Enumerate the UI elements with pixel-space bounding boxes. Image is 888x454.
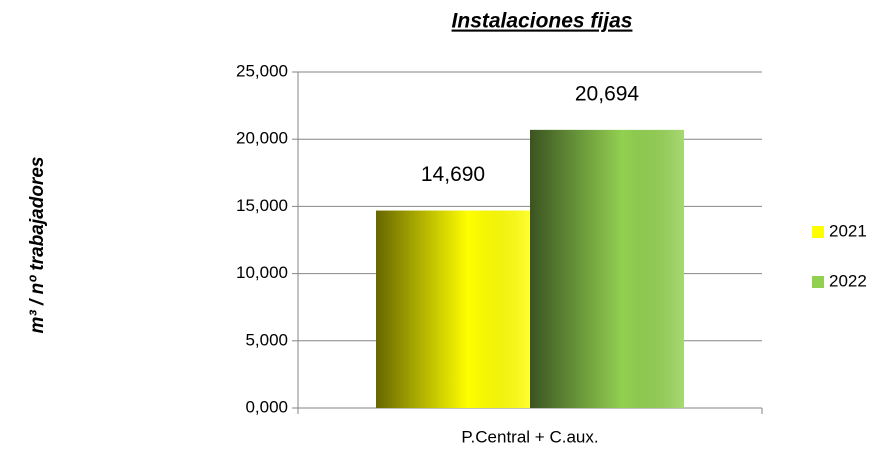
chart-title: Instalaciones fijas	[452, 10, 633, 33]
legend-label: 2021	[829, 221, 867, 240]
legend-swatch	[812, 276, 824, 288]
value-label: 20,694	[575, 82, 640, 105]
y-tick-label: 20,000	[236, 129, 288, 148]
bar-shade	[376, 210, 530, 408]
value-label: 14,690	[421, 163, 485, 186]
legend-swatch	[812, 226, 824, 238]
y-tick-label: 15,000	[236, 196, 288, 215]
x-tick-label: P.Central + C.aux.	[461, 427, 598, 446]
bar-shade	[530, 129, 684, 409]
y-tick-label: 0,000	[245, 397, 288, 416]
y-tick-label: 5,000	[245, 330, 288, 349]
legend-label: 2022	[829, 271, 867, 290]
y-tick-label: 25,000	[236, 61, 288, 80]
y-tick-label: 10,000	[236, 263, 288, 282]
y-axis-label: m³ / nº trabajadores	[27, 157, 48, 334]
